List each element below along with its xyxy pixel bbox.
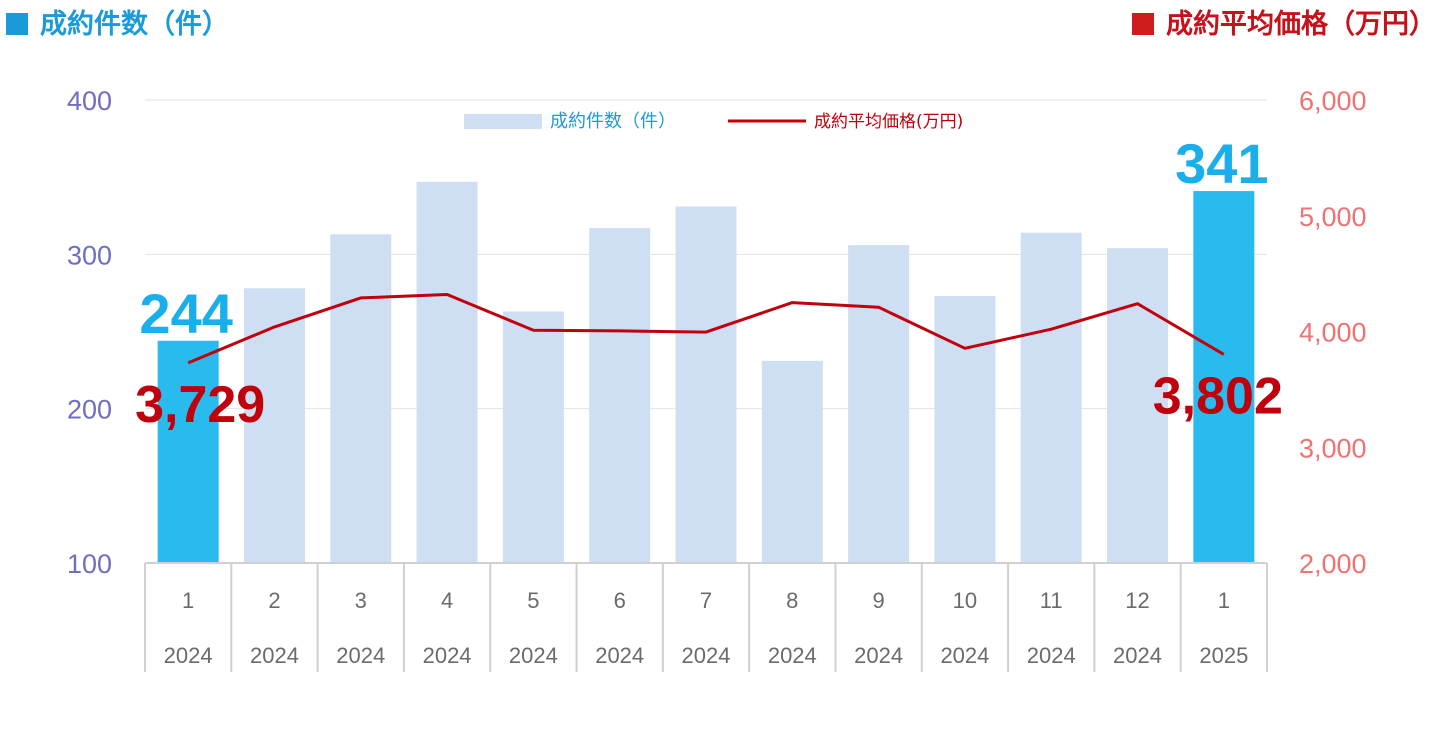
bar: [1107, 248, 1169, 563]
bar: [675, 206, 737, 564]
x-tick-year: 2024: [250, 643, 299, 668]
line-data-label-first: 3,729: [135, 376, 265, 434]
x-tick-month: 1: [1218, 588, 1230, 613]
x-tick-year: 2024: [682, 643, 731, 668]
bar-data-label-last: 341: [1175, 132, 1268, 195]
right-y-tick-label: 6,000: [1299, 86, 1367, 116]
legend-bar-swatch: [464, 114, 542, 129]
left-y-tick-label: 300: [67, 240, 112, 270]
bar-series: [157, 181, 1255, 564]
x-tick-year: 2025: [1199, 643, 1248, 668]
bar: [1193, 191, 1255, 563]
x-tick-month: 3: [355, 588, 367, 613]
left-y-axis: 100 200 300 400: [67, 86, 112, 579]
x-tick-month: 5: [527, 588, 539, 613]
x-tick-month: 11: [1040, 588, 1063, 613]
blue-square-icon: [6, 13, 28, 35]
x-tick-year: 2024: [164, 643, 213, 668]
x-tick-month: 4: [441, 588, 453, 613]
x-tick-month: 7: [700, 588, 712, 613]
left-y-tick-label: 100: [67, 549, 112, 579]
right-axis-title-text: 成約平均価格（万円）: [1166, 9, 1436, 40]
left-y-tick-label: 200: [67, 395, 112, 425]
x-tick-month: 10: [953, 588, 977, 613]
x-tick-year: 2024: [940, 643, 989, 668]
legend: 成約件数（件） 成約平均価格(万円): [464, 111, 963, 132]
left-axis-title-text: 成約件数（件）: [40, 9, 229, 40]
x-axis: 1 2024 2 2024 3 2024 4 2024 5 2024 6 2024 7 2024 8 2024…: [144, 562, 1268, 672]
bar: [761, 360, 823, 563]
x-tick-month: 1: [182, 588, 194, 613]
bar: [848, 245, 910, 563]
left-y-tick-label: 400: [67, 86, 112, 116]
bar: [934, 296, 996, 563]
data-labels: 244 341 3,729 3,802: [135, 132, 1283, 434]
line-series: [187, 293, 1225, 365]
line-data-label-last: 3,802: [1153, 367, 1283, 425]
bar: [589, 228, 651, 563]
x-tick-month: 2: [268, 588, 280, 613]
right-y-axis: 2,000 3,000 4,000 5,000 6,000: [1299, 86, 1367, 579]
x-tick-year: 2024: [1027, 643, 1076, 668]
bar: [330, 234, 392, 563]
x-tick-year: 2024: [1113, 643, 1162, 668]
x-tick-year: 2024: [509, 643, 558, 668]
bar: [157, 340, 219, 563]
right-y-tick-label: 5,000: [1299, 202, 1367, 232]
right-y-tick-label: 3,000: [1299, 433, 1367, 463]
bar: [416, 181, 478, 563]
x-tick-year: 2024: [336, 643, 385, 668]
right-axis-title: 成約平均価格（万円）: [1132, 2, 1436, 41]
x-tick-month: 9: [872, 588, 884, 613]
legend-bar-label: 成約件数（件）: [550, 111, 676, 132]
bar: [1020, 232, 1082, 563]
x-tick-year: 2024: [768, 643, 817, 668]
right-y-tick-label: 4,000: [1299, 318, 1367, 348]
x-tick-year: 2024: [423, 643, 472, 668]
x-tick-month: 12: [1125, 588, 1149, 613]
x-tick-year: 2024: [854, 643, 903, 668]
bar: [502, 311, 564, 563]
x-tick-month: 8: [786, 588, 798, 613]
price-line: [187, 293, 1225, 365]
right-y-tick-label: 2,000: [1299, 549, 1367, 579]
legend-line-label: 成約平均価格(万円): [814, 112, 963, 132]
bar-data-label-first: 244: [139, 282, 232, 345]
red-square-icon: [1132, 13, 1154, 35]
x-tick-month: 6: [614, 588, 626, 613]
x-tick-year: 2024: [595, 643, 644, 668]
left-axis-title: 成約件数（件）: [6, 2, 229, 41]
